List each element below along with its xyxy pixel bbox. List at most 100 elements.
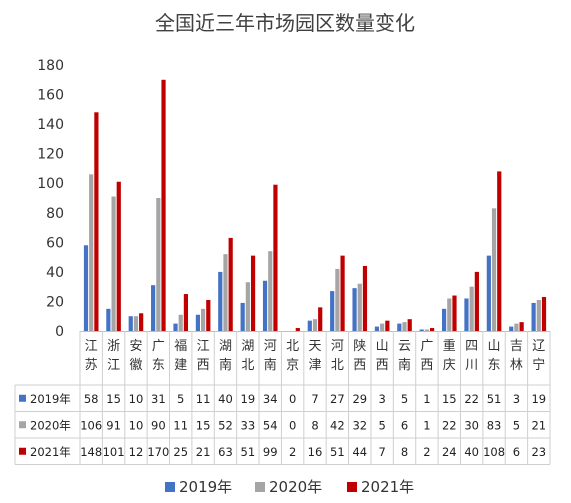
bar-1-14 bbox=[374, 326, 380, 331]
category-label: 川 bbox=[465, 358, 478, 373]
data-label: 0 bbox=[289, 418, 296, 432]
category-label: 南 bbox=[264, 357, 277, 373]
data-label: 0 bbox=[289, 392, 296, 406]
data-label: 3 bbox=[378, 392, 385, 406]
category-label: 徽 bbox=[129, 358, 142, 373]
category-label: 西 bbox=[420, 358, 433, 373]
bar-3-20 bbox=[519, 322, 524, 331]
y-tick-label: 180 bbox=[37, 58, 64, 74]
bar-3-4 bbox=[161, 79, 166, 331]
legend-swatch bbox=[255, 482, 265, 492]
bar-3-13 bbox=[362, 265, 368, 331]
category-label: 福 bbox=[174, 339, 187, 354]
data-label: 51 bbox=[241, 445, 256, 459]
data-label: 108 bbox=[483, 445, 505, 459]
data-label: 58 bbox=[84, 392, 99, 406]
bar-1-7 bbox=[218, 271, 223, 331]
data-label: 11 bbox=[173, 418, 188, 432]
category-label: 北 bbox=[331, 358, 344, 373]
data-label: 24 bbox=[442, 445, 457, 459]
bar-2-12 bbox=[335, 268, 340, 331]
data-label: 27 bbox=[330, 392, 345, 406]
category-label: 东 bbox=[488, 358, 501, 373]
data-label: 6 bbox=[401, 418, 408, 432]
category-label: 山 bbox=[488, 339, 501, 354]
data-label: 22 bbox=[464, 392, 479, 406]
data-label: 63 bbox=[218, 445, 233, 459]
data-label: 99 bbox=[263, 445, 278, 459]
data-label: 44 bbox=[352, 445, 367, 459]
category-label: 湖 bbox=[241, 339, 254, 354]
data-label: 7 bbox=[378, 445, 385, 459]
data-label: 16 bbox=[308, 445, 323, 459]
category-label: 辽 bbox=[532, 339, 545, 354]
y-axis: 0 20 40 60 80 100 120 140 160 180 bbox=[37, 58, 64, 340]
y-tick-label: 100 bbox=[37, 176, 64, 192]
data-label: 6 bbox=[513, 445, 520, 459]
category-label: 河 bbox=[264, 339, 277, 354]
bar-3-17 bbox=[452, 295, 457, 331]
bar-1-20 bbox=[509, 326, 514, 331]
data-label: 3 bbox=[513, 392, 520, 406]
bar-2-8 bbox=[245, 282, 250, 331]
data-label: 30 bbox=[464, 418, 479, 432]
category-label: 东 bbox=[152, 358, 165, 373]
bar-3-2 bbox=[116, 181, 121, 331]
bar-1-15 bbox=[397, 323, 402, 331]
data-label: 40 bbox=[464, 445, 479, 459]
y-tick-label: 160 bbox=[37, 88, 64, 104]
bar-2-21 bbox=[536, 299, 541, 331]
bars bbox=[80, 79, 550, 332]
y-tick-label: 20 bbox=[46, 294, 64, 310]
bar-2-5 bbox=[178, 314, 183, 331]
legend-label: 2021年 bbox=[361, 478, 414, 496]
category-label: 北 bbox=[286, 339, 299, 354]
bar-1-11 bbox=[307, 320, 312, 331]
bar-3-10 bbox=[295, 328, 300, 331]
category-label: 西 bbox=[376, 358, 389, 373]
bar-3-1 bbox=[94, 112, 99, 331]
data-label: 5 bbox=[513, 418, 520, 432]
category-label: 云 bbox=[398, 339, 411, 354]
category-label: 南 bbox=[398, 357, 411, 373]
bar-3-14 bbox=[385, 320, 390, 331]
category-label: 广 bbox=[152, 339, 165, 354]
category-label: 林 bbox=[510, 358, 523, 373]
bar-2-6 bbox=[201, 308, 206, 331]
category-label: 陕 bbox=[353, 339, 366, 354]
data-label: 23 bbox=[531, 445, 546, 459]
data-label: 90 bbox=[151, 418, 166, 432]
data-label: 51 bbox=[330, 445, 345, 459]
bar-2-16 bbox=[424, 329, 429, 331]
legend-label: 2019年 bbox=[179, 478, 232, 496]
bar-1-17 bbox=[441, 308, 447, 331]
category-label: 宁 bbox=[532, 357, 545, 373]
y-tick-label: 0 bbox=[55, 324, 64, 340]
data-label: 2 bbox=[289, 445, 296, 459]
bar-3-19 bbox=[497, 171, 502, 331]
table-legend-key bbox=[19, 394, 26, 402]
category-label: 吉 bbox=[510, 339, 523, 354]
bar-2-1 bbox=[89, 174, 94, 331]
bar-2-2 bbox=[111, 196, 116, 331]
bar-3-15 bbox=[407, 319, 412, 331]
bar-1-21 bbox=[531, 302, 536, 331]
bar-2-15 bbox=[402, 322, 407, 331]
bar-1-3 bbox=[128, 316, 133, 331]
data-label: 10 bbox=[129, 418, 144, 432]
data-label: 5 bbox=[401, 392, 408, 406]
bar-3-9 bbox=[273, 184, 278, 331]
data-label: 91 bbox=[106, 418, 121, 432]
bar-2-18 bbox=[469, 286, 474, 331]
data-label: 33 bbox=[241, 418, 256, 432]
legend-swatch bbox=[165, 482, 175, 492]
category-label: 西 bbox=[197, 358, 210, 373]
category-label: 江 bbox=[107, 358, 120, 373]
category-label: 建 bbox=[174, 358, 187, 373]
category-label: 京 bbox=[286, 358, 299, 373]
bar-1-19 bbox=[486, 255, 491, 331]
bar-1-9 bbox=[262, 280, 268, 331]
category-label: 安 bbox=[129, 339, 142, 354]
table-row-header: 2020年 bbox=[30, 418, 71, 432]
